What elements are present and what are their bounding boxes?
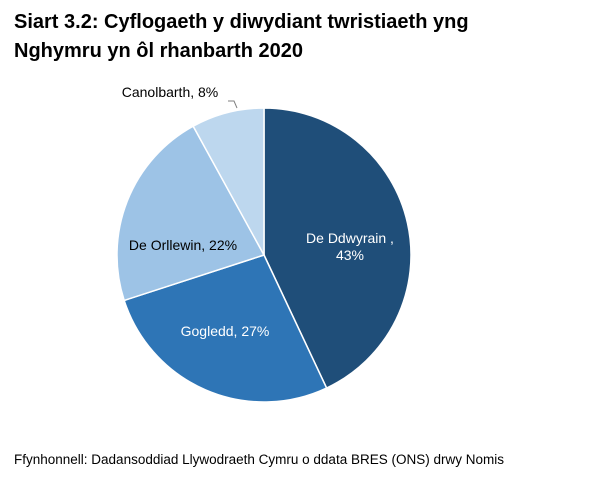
slice-label-line: Canolbarth, 8% [122,84,219,100]
slice-label-canolbarth: Canolbarth, 8% [122,84,219,100]
slice-label-de-orllewin: De Orllewin, 22% [129,237,237,253]
pie-chart: De Ddwyrain , 43% Gogledd, 27% De Orllewin,… [116,84,412,403]
chart-title-line-2: Nghymru yn ôl rhanbarth 2020 [14,40,303,62]
chart-title: Siart 3.2: Cyflogaeth y diwydiant twrist… [14,8,589,66]
slice-label-line: De Ddwyrain , [306,230,394,246]
leader-line-canolbarth [228,100,238,109]
slice-label-gogledd: Gogledd, 27% [181,323,270,339]
slice-label-line: De Orllewin, 22% [129,237,237,253]
slice-label-line: 43% [336,247,364,263]
pie-slice-de-orllewin [116,125,266,302]
pie-slice-de-ddwyrain [263,107,412,390]
pie-slice-gogledd [123,254,328,403]
pie-slice-canolbarth [192,107,265,256]
slice-label-line: Gogledd, 27% [181,323,270,339]
chart-title-line-1: Siart 3.2: Cyflogaeth y diwydiant twrist… [14,11,469,33]
slice-label-de-ddwyrain: De Ddwyrain , 43% [306,230,394,263]
source-note: Ffynhonnell: Dadansoddiad Llywodraeth Cy… [14,452,504,467]
